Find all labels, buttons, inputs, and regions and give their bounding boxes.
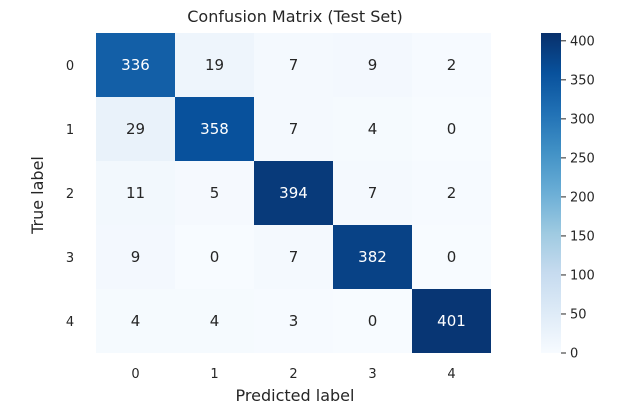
- heatmap-cell-r4-c1: [175, 289, 254, 353]
- y-tick-label-0: 0: [66, 59, 74, 74]
- heatmap-cell-r2-c4: [412, 161, 491, 225]
- cell-value-label-r1-c3: 4: [368, 120, 378, 138]
- heatmap-cell-r3-c3: [333, 225, 412, 289]
- cell-value-label-r0-c1: 19: [205, 56, 224, 74]
- cell-value-label-r0-c0: 336: [121, 56, 150, 74]
- heatmap-cell-r1-c2: [254, 97, 333, 161]
- colorbar-tick-label-8: 400: [570, 34, 595, 49]
- colorbar-tick-label-4: 200: [570, 190, 595, 205]
- heatmap-cells: 336 19 7 9 229 358 7 4 011 5 394 7 29 0 7 382 04 4 3 0 401: [96, 33, 491, 353]
- x-tick-label-3: 3: [368, 367, 376, 382]
- cell-value-label-r4-c4: 401: [437, 312, 466, 330]
- heatmap-cell-r3-c4: [412, 225, 491, 289]
- colorbar-tick-label-3: 150: [570, 229, 595, 244]
- x-tick-label-2: 2: [289, 367, 297, 382]
- cell-value-label-r1-c4: 0: [447, 120, 457, 138]
- cell-value-label-r2-c4: 2: [447, 184, 457, 202]
- cell-value-label-r4-c0: 4: [131, 312, 141, 330]
- cell-value-label-r3-c2: 7: [289, 248, 299, 266]
- heatmap-cell-r3-c0: [96, 225, 175, 289]
- cell-value-label-r4-c2: 3: [289, 312, 299, 330]
- heatmap-cell-r2-c3: [333, 161, 412, 225]
- chart-title: Confusion Matrix (Test Set): [187, 7, 402, 26]
- cell-value-label-r1-c1: 358: [200, 120, 229, 138]
- cell-value-label-r0-c2: 7: [289, 56, 299, 74]
- y-axis-label: True label: [28, 156, 47, 235]
- heatmap-cell-r3-c1: [175, 225, 254, 289]
- heatmap-cell-r3-c2: [254, 225, 333, 289]
- heatmap-cell-r1-c4: [412, 97, 491, 161]
- heatmap-cell-r4-c3: [333, 289, 412, 353]
- cell-value-label-r4-c3: 0: [368, 312, 378, 330]
- y-tick-label-1: 1: [66, 123, 74, 138]
- colorbar-ticks: 0 50 100 150 200 250 300 350 400: [561, 34, 595, 362]
- cell-value-label-r2-c0: 11: [126, 184, 145, 202]
- heatmap-cell-r0-c4: [412, 33, 491, 97]
- heatmap-cell-r1-c1: [175, 97, 254, 161]
- heatmap-cell-r1-c3: [333, 97, 412, 161]
- heatmap-cell-r2-c1: [175, 161, 254, 225]
- colorbar-tick-label-7: 350: [570, 73, 595, 88]
- heatmap-cell-r4-c4: [412, 289, 491, 353]
- y-tick-label-3: 3: [66, 251, 74, 266]
- heatmap-cell-r0-c0: [96, 33, 175, 97]
- cell-value-label-r0-c4: 2: [447, 56, 457, 74]
- heatmap-cell-r0-c2: [254, 33, 333, 97]
- heatmap-cell-r0-c3: [333, 33, 412, 97]
- cell-value-label-r3-c1: 0: [210, 248, 220, 266]
- y-tick-label-4: 4: [66, 315, 74, 330]
- heatmap-cell-r0-c1: [175, 33, 254, 97]
- x-tick-label-4: 4: [447, 367, 455, 382]
- cell-value-label-r3-c4: 0: [447, 248, 457, 266]
- cell-value-label-r2-c1: 5: [210, 184, 220, 202]
- heatmap-cell-r1-c0: [96, 97, 175, 161]
- x-axis-label: Predicted label: [236, 386, 355, 405]
- cell-value-label-r1-c2: 7: [289, 120, 299, 138]
- x-tick-labels: 0 1 2 3 4: [131, 367, 455, 382]
- heatmap-cell-r4-c2: [254, 289, 333, 353]
- cell-value-label-r3-c3: 382: [358, 248, 387, 266]
- colorbar-tick-label-6: 300: [570, 112, 595, 127]
- colorbar-tick-label-0: 0: [570, 347, 578, 362]
- cell-value-label-r1-c0: 29: [126, 120, 145, 138]
- x-tick-label-1: 1: [210, 367, 218, 382]
- y-tick-label-2: 2: [66, 187, 74, 202]
- heatmap-cell-r2-c2: [254, 161, 333, 225]
- cell-value-label-r3-c0: 9: [131, 248, 141, 266]
- cell-value-label-r0-c3: 9: [368, 56, 378, 74]
- y-tick-labels: 0 1 2 3 4: [66, 59, 74, 330]
- cell-value-label-r4-c1: 4: [210, 312, 220, 330]
- colorbar-tick-label-2: 100: [570, 268, 595, 283]
- cell-value-label-r2-c2: 394: [279, 184, 308, 202]
- colorbar-tick-label-1: 50: [570, 307, 587, 322]
- x-tick-label-0: 0: [131, 367, 139, 382]
- colorbar-tick-label-5: 250: [570, 151, 595, 166]
- heatmap-cell-r4-c0: [96, 289, 175, 353]
- cell-value-label-r2-c3: 7: [368, 184, 378, 202]
- colorbar: [541, 33, 561, 353]
- heatmap-cell-r2-c0: [96, 161, 175, 225]
